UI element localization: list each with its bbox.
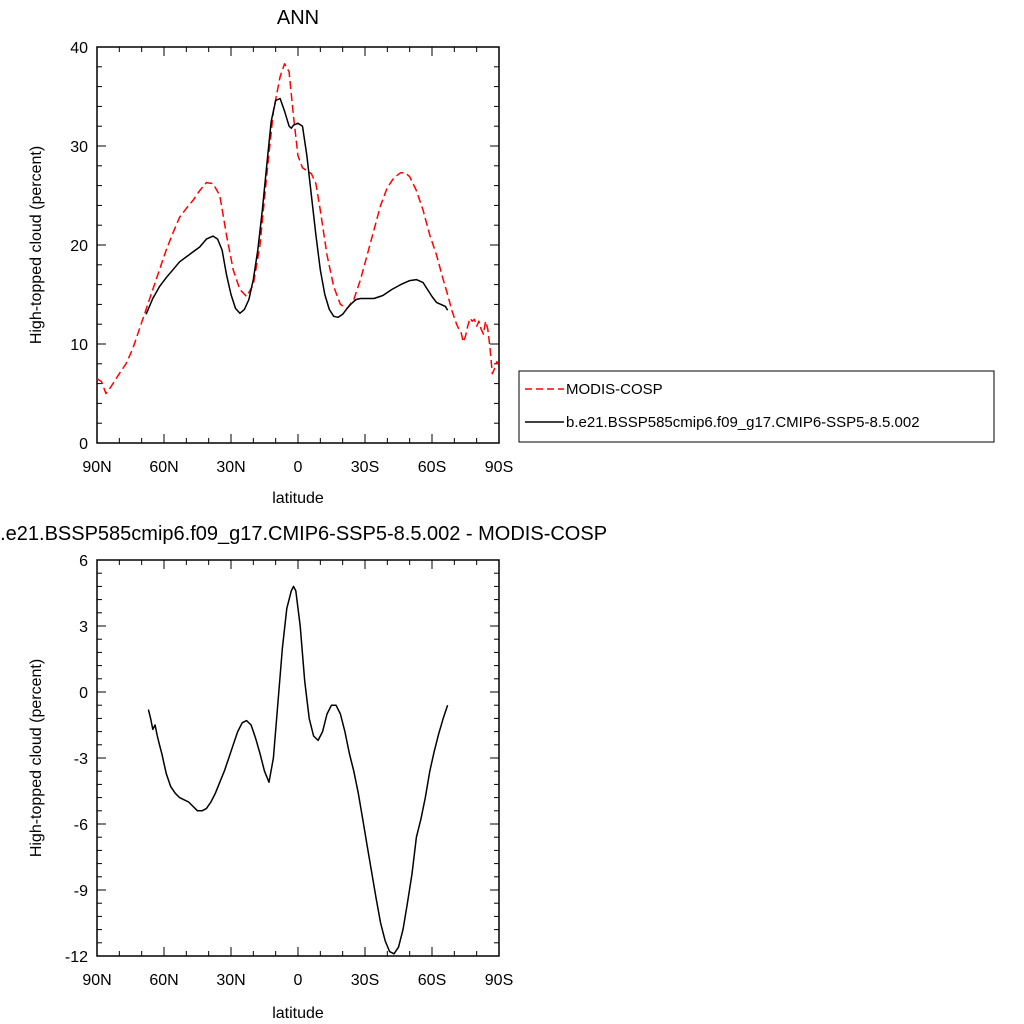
y-tick-label: 0	[79, 685, 88, 702]
panel-top-ticks	[96, 46, 500, 444]
legend-label-model: b.e21.BSSP585cmip6.f09_g17.CMIP6-SSP5-8.…	[566, 414, 920, 431]
x-tick-label: 30N	[216, 972, 245, 989]
y-tick-label: 0	[79, 436, 88, 453]
panel-top-series	[96, 63, 500, 395]
x-tick-label: 30S	[351, 972, 379, 989]
panel-bottom-plot-frame	[96, 559, 500, 957]
x-tick-label: 30S	[351, 459, 379, 476]
series-line-modis-cosp	[96, 63, 500, 395]
panel-bottom-ticks	[96, 559, 500, 957]
y-tick-label: -12	[65, 949, 88, 966]
y-tick-label: 20	[70, 238, 88, 255]
legend: MODIS-COSP b.e21.BSSP585cmip6.f09_g17.CM…	[518, 370, 995, 443]
y-tick-label: 10	[70, 337, 88, 354]
panel-bottom-x-tick-labels: 90N 60N 30N 0 30S 60S 90S	[82, 972, 513, 989]
series-line-b-e21-bssp585cmip6-f09-g17-cmip6-ssp5-8-5-002	[145, 97, 449, 319]
legend-box	[518, 370, 995, 443]
panel-bottom-y-axis-label: High-topped cloud (percent)	[28, 659, 45, 857]
panel-bottom: b.e21.BSSP585cmip6.f09_g17.CMIP6-SSP5-8.…	[0, 523, 607, 1022]
panel-top-y-axis-label: High-topped cloud (percent)	[28, 146, 45, 344]
legend-label-modis-cosp: MODIS-COSP	[566, 381, 663, 398]
panel-top-title: ANN	[277, 7, 319, 29]
y-tick-label: 30	[70, 139, 88, 156]
panel-top-x-tick-labels: 90N 60N 30N 0 30S 60S 90S	[82, 459, 513, 476]
x-tick-label: 90N	[82, 459, 111, 476]
y-tick-label: 6	[79, 553, 88, 570]
panel-top-plot-frame	[96, 46, 500, 444]
x-tick-label: 60S	[418, 459, 446, 476]
x-tick-label: 0	[294, 972, 303, 989]
y-tick-label: 40	[70, 40, 88, 57]
x-tick-label: 90S	[485, 459, 513, 476]
panel-bottom-y-tick-labels: -12 -9 -6 -3 0 3 6	[65, 553, 88, 966]
x-tick-label: 90S	[485, 972, 513, 989]
x-tick-label: 60S	[418, 972, 446, 989]
panel-bottom-series	[147, 585, 449, 955]
y-tick-label: -9	[74, 883, 88, 900]
x-tick-label: 30N	[216, 459, 245, 476]
x-tick-label: 60N	[149, 459, 178, 476]
panel-bottom-title: b.e21.BSSP585cmip6.f09_g17.CMIP6-SSP5-8.…	[0, 523, 607, 545]
y-tick-label: 3	[79, 619, 88, 636]
series-line-difference	[147, 585, 449, 955]
panel-top-y-tick-labels: 0 10 20 30 40	[70, 40, 88, 453]
x-tick-label: 60N	[149, 972, 178, 989]
panel-top: ANN 0 10 20 30 40 90N 60N 30N 0 30S 60S 90S latitu…	[28, 7, 513, 507]
y-tick-label: -6	[74, 817, 88, 834]
x-tick-label: 90N	[82, 972, 111, 989]
x-tick-label: 0	[294, 459, 303, 476]
panel-top-x-axis-label: latitude	[272, 490, 324, 507]
y-tick-label: -3	[74, 751, 88, 768]
panel-bottom-x-axis-label: latitude	[272, 1005, 324, 1022]
